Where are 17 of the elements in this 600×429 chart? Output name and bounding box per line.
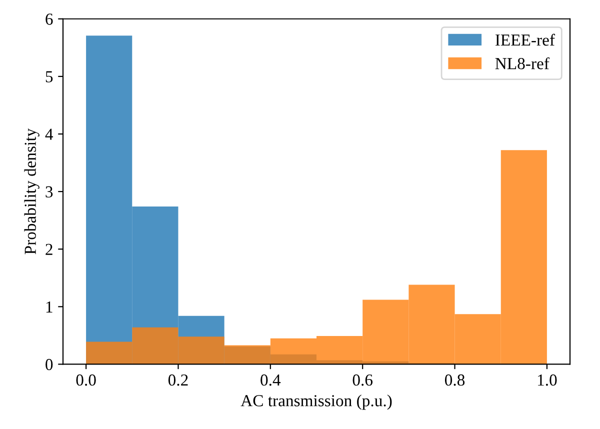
y-axis-title: Probability density xyxy=(24,128,40,254)
y-tick-label: 2 xyxy=(46,244,52,255)
x-tick-label: 0.4 xyxy=(260,374,281,386)
x-axis-title: AC transmission (p.u.) xyxy=(240,394,392,410)
y-tick-label: 0 xyxy=(46,358,53,370)
y-tick-label: 4 xyxy=(45,128,54,140)
x-tick-label: 0.2 xyxy=(168,374,188,386)
y-tick-label: 3 xyxy=(46,186,53,198)
x-tick-label: 0.0 xyxy=(76,374,96,386)
y-tick-label: 6 xyxy=(46,14,53,25)
legend-label: NL8-ref xyxy=(495,57,550,70)
x-tick-label: 1.0 xyxy=(538,374,557,386)
x-tick-label: 0.8 xyxy=(444,374,465,386)
legend-label: IEEE-ref xyxy=(495,34,556,46)
x-tick-label: 0.6 xyxy=(352,374,373,386)
y-tick-label: 5 xyxy=(46,71,53,82)
y-tick-label: 1 xyxy=(46,301,52,312)
